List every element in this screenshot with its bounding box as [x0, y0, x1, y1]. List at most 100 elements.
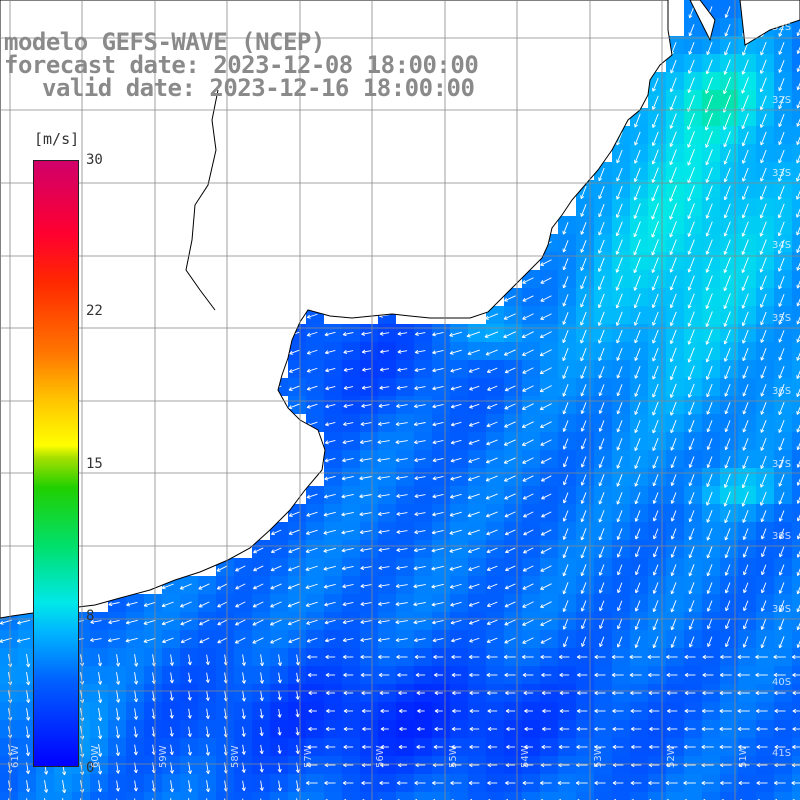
- lon-label: 60W: [90, 745, 101, 768]
- wind-arrow: [305, 601, 318, 607]
- wind-arrow: [241, 690, 246, 702]
- wind-arrow: [647, 654, 660, 660]
- wind-arrow: [652, 419, 659, 434]
- wind-arrow: [741, 77, 749, 94]
- wind-arrow: [742, 149, 749, 164]
- wind-arrow: [343, 403, 354, 408]
- wind-arrow: [778, 149, 785, 164]
- wind-arrow: [126, 601, 138, 607]
- wind-arrow: [580, 564, 587, 577]
- wind-arrow: [449, 547, 462, 553]
- wind-arrow: [205, 780, 211, 793]
- wind-arrow: [778, 401, 785, 415]
- wind-arrow: [719, 726, 732, 732]
- wind-arrow: [450, 367, 462, 373]
- wind-arrow: [450, 619, 462, 625]
- wind-arrow: [687, 77, 695, 93]
- wind-arrow: [486, 619, 498, 626]
- wind-arrow: [743, 600, 749, 612]
- wind-arrow: [205, 690, 210, 701]
- wind-arrow: [308, 726, 317, 732]
- wind-speed-cell: [738, 792, 756, 800]
- wind-arrow: [722, 94, 731, 113]
- wind-arrow: [539, 331, 552, 339]
- wind-arrow: [633, 293, 641, 309]
- wind-speed-cell: [324, 792, 342, 800]
- wind-arrow: [25, 708, 31, 721]
- wind-arrow: [378, 529, 390, 534]
- wind-arrow: [580, 402, 587, 414]
- wind-arrow: [396, 565, 408, 570]
- wind-arrow: [611, 672, 624, 678]
- wind-arrow: [241, 780, 246, 791]
- wind-arrow: [670, 438, 677, 451]
- wind-arrow: [487, 744, 498, 750]
- wind-arrow: [688, 636, 695, 648]
- wind-arrow: [669, 275, 677, 291]
- wind-arrow: [486, 529, 498, 536]
- wind-arrow: [434, 690, 443, 696]
- wind-arrow: [125, 619, 138, 625]
- wind-arrow: [684, 672, 696, 678]
- wind-speed-cell: [360, 792, 378, 800]
- wind-arrow: [434, 726, 443, 732]
- wind-arrow: [323, 529, 336, 535]
- wind-arrow: [651, 257, 659, 273]
- wind-arrow: [62, 779, 67, 794]
- wind-arrow: [576, 654, 588, 660]
- wind-arrow: [259, 654, 265, 667]
- wind-arrow: [306, 313, 318, 319]
- wind-arrow: [90, 637, 102, 643]
- wind-arrow: [505, 780, 516, 786]
- wind-arrow: [485, 313, 499, 320]
- wind-arrow: [522, 601, 534, 608]
- wind-arrow: [270, 583, 282, 590]
- wind-arrow: [724, 384, 731, 397]
- wind-arrow: [450, 475, 462, 481]
- wind-arrow: [306, 367, 318, 373]
- wind-arrow: [414, 458, 426, 463]
- wind-arrow: [778, 383, 785, 397]
- wind-arrow: [306, 493, 318, 499]
- wind-arrow: [652, 510, 659, 522]
- wind-arrow: [343, 421, 354, 427]
- wind-arrow: [414, 654, 426, 660]
- wind-arrow: [522, 295, 534, 302]
- forecast-date: forecast date: 2023-12-08 18:00:00: [4, 51, 479, 79]
- wind-arrow: [737, 690, 750, 696]
- wind-arrow: [467, 547, 480, 554]
- wind-arrow: [598, 474, 605, 487]
- wind-arrow: [688, 420, 695, 433]
- wind-speed-cell: [252, 792, 270, 800]
- wind-arrow: [792, 672, 800, 678]
- wind-arrow: [469, 403, 480, 409]
- wind-arrow: [169, 708, 174, 719]
- wind-arrow: [26, 671, 31, 686]
- wind-arrow: [468, 367, 480, 373]
- wind-arrow: [634, 492, 641, 505]
- wind-arrow: [396, 511, 408, 516]
- wind-arrow: [741, 275, 749, 291]
- wind-arrow: [634, 437, 641, 451]
- wind-arrow: [777, 185, 785, 200]
- wind-arrow: [580, 185, 587, 200]
- wind-arrow: [486, 547, 498, 554]
- wind-arrow: [724, 6, 731, 18]
- wind-arrow: [616, 564, 623, 576]
- wind-arrow: [665, 780, 678, 786]
- wind-arrow: [706, 510, 713, 523]
- wind-arrow: [760, 311, 767, 326]
- wind-arrow: [115, 744, 120, 756]
- wind-arrow: [343, 726, 354, 732]
- wind-arrow: [778, 42, 785, 55]
- wind-arrow: [306, 637, 318, 643]
- wind-arrow: [738, 780, 750, 786]
- wind-arrow: [616, 384, 623, 397]
- wind-arrow: [724, 456, 731, 469]
- wind-arrow: [651, 149, 659, 165]
- wind-arrow: [161, 601, 174, 608]
- wind-arrow: [562, 312, 569, 325]
- wind-arrow: [377, 457, 390, 463]
- wind-arrow: [705, 77, 713, 94]
- wind-arrow: [342, 584, 354, 589]
